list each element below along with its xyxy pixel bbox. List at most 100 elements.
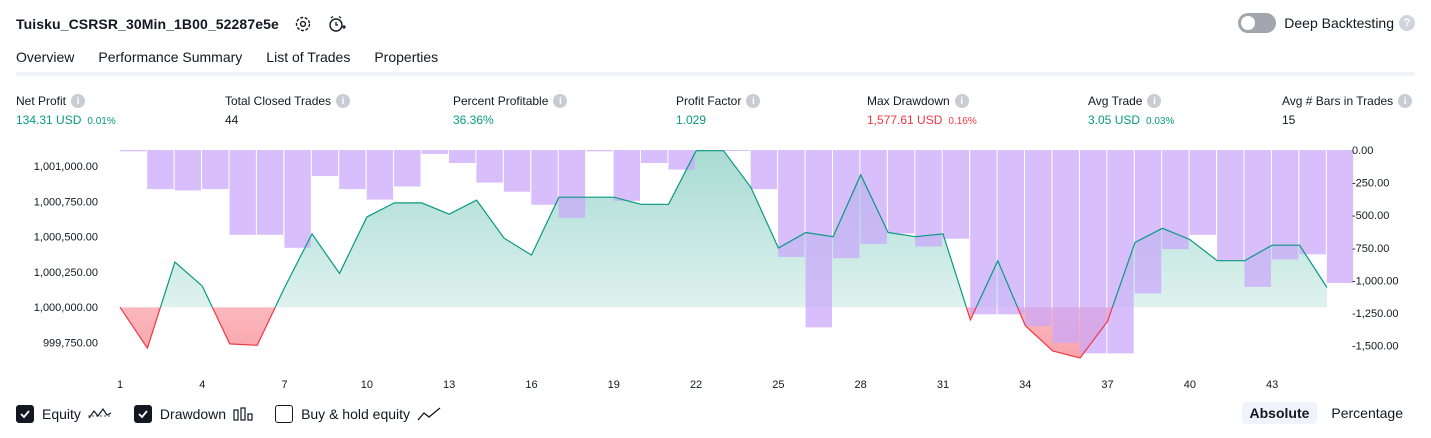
drawdown-bar (668, 150, 695, 170)
left-axis-tick: 1,000,000.00 (34, 302, 98, 314)
metric-value: 134.31 USD (16, 113, 82, 127)
help-icon[interactable]: ? (1399, 15, 1415, 31)
info-icon[interactable]: i (71, 94, 86, 108)
metric-total-closed-trades: Total Closed Trades i 44 (225, 93, 351, 127)
drawdown-bar (119, 150, 147, 152)
mode-percentage-button[interactable]: Percentage (1331, 405, 1403, 421)
equity-checkbox[interactable] (16, 405, 34, 423)
metric-value: 1.029 (676, 113, 707, 127)
info-icon[interactable]: i (746, 94, 761, 108)
strategy-title: Tuisku_CSRSR_30Min_1B00_52287e5e (16, 16, 279, 32)
x-axis-tick: 34 (1019, 379, 1031, 391)
tab-divider (16, 72, 1415, 76)
chart-mode-switch: Absolute Percentage (1236, 402, 1412, 424)
drawdown-bar (558, 150, 586, 218)
x-axis-tick: 40 (1184, 379, 1196, 391)
metric-percent: 0.16% (948, 116, 977, 127)
info-icon[interactable]: i (336, 94, 351, 108)
x-axis-tick: 19 (608, 379, 620, 391)
metric-percent: 0.01% (87, 116, 116, 127)
drawdown-bar (1107, 150, 1134, 354)
left-axis-tick: 999,750.00 (43, 337, 98, 349)
drawdown-bars-icon (233, 406, 253, 422)
drawdown-bar (449, 150, 476, 163)
drawdown-bar (1189, 150, 1216, 235)
x-axis-tick: 28 (855, 379, 867, 391)
drawdown-bar (1244, 150, 1271, 287)
drawdown-bar (202, 150, 229, 190)
info-icon[interactable]: i (1398, 94, 1413, 108)
drawdown-bar (394, 150, 421, 187)
drawdown-bar (613, 150, 640, 201)
equity-area-profit (120, 150, 1327, 308)
drawdown-bar (229, 150, 256, 235)
left-axis-tick: 1,000,500.00 (34, 232, 98, 244)
drawdown-bar (1079, 150, 1107, 354)
drawdown-bar (311, 150, 339, 177)
tab-properties[interactable]: Properties (374, 49, 439, 65)
metric-label: Avg Trade (1088, 94, 1143, 108)
deep-backtesting-toggle[interactable] (1238, 13, 1277, 33)
metric-net-profit: Net Profit i 134.31 USD 0.01% (16, 93, 116, 127)
drawdown-bar (915, 150, 942, 247)
equity-drawdown-chart[interactable]: 1,001,000.00 1,000,750.00 1,000,500.00 1,00… (0, 140, 1431, 395)
legend-drawdown-label: Drawdown (159, 406, 227, 422)
legend-equity[interactable]: Equity (16, 405, 112, 423)
metric-label: Avg # Bars in Trades (1282, 94, 1394, 108)
x-axis-tick: 7 (282, 379, 288, 391)
left-axis-tick: 1,000,750.00 (34, 196, 98, 208)
metric-value: 3.05 USD (1088, 113, 1141, 127)
drawdown-bar (1134, 150, 1162, 294)
drawdown-bar (805, 150, 832, 328)
info-icon[interactable]: i (954, 94, 969, 108)
equity-line-icon (87, 406, 112, 422)
x-axis-tick: 1 (117, 379, 123, 391)
deep-backtesting-label: Deep Backtesting (1284, 15, 1394, 31)
metric-value: 44 (225, 113, 239, 127)
tab-list-of-trades[interactable]: List of Trades (266, 49, 351, 65)
metric-profit-factor: Profit Factor i 1.029 (676, 93, 761, 127)
right-axis-tick: -1,250.00 (1352, 308, 1398, 320)
drawdown-bar (641, 150, 668, 163)
drawdown-bar (1025, 150, 1052, 327)
metric-avg-bars-in-trades: Avg # Bars in Trades i 15 (1282, 93, 1413, 127)
buy-hold-checkbox[interactable] (275, 405, 294, 423)
metric-label: Max Drawdown (867, 94, 950, 108)
metric-value: 15 (1282, 113, 1296, 127)
drawdown-bar (421, 150, 448, 154)
drawdown-bar (147, 150, 174, 190)
drawdown-bar (1271, 150, 1299, 260)
info-icon[interactable]: i (1147, 94, 1162, 108)
metric-percent: 0.03% (1146, 116, 1175, 127)
settings-gear-icon[interactable] (293, 14, 313, 34)
metric-percent-profitable: Percent Profitable i 36.36% (453, 93, 568, 127)
legend-drawdown[interactable]: Drawdown (133, 405, 253, 423)
drawdown-bar (860, 150, 887, 244)
info-icon[interactable]: i (553, 94, 568, 108)
metric-avg-trade: Avg Trade i 3.05 USD 0.03% (1088, 93, 1174, 127)
drawdown-bar (174, 150, 201, 191)
add-alert-clock-icon[interactable] (327, 14, 347, 34)
drawdown-bar (531, 150, 558, 205)
drawdown-bar (586, 150, 613, 152)
right-axis-tick: -750.00 (1352, 243, 1389, 255)
drawdown-bar (942, 150, 970, 239)
right-axis-tick: -1,000.00 (1352, 275, 1398, 287)
drawdown-checkbox[interactable] (133, 405, 152, 423)
drawdown-bar (366, 150, 394, 200)
metrics-row: Net Profit i 134.31 USD 0.01% Total Closed… (16, 93, 1415, 133)
drawdown-bar (339, 150, 366, 190)
legend-buy-hold-label: Buy & hold equity (301, 406, 411, 422)
buy-hold-line-icon (417, 406, 441, 422)
metric-label: Net Profit (16, 94, 67, 108)
drawdown-bar (997, 150, 1024, 315)
x-axis-tick: 10 (361, 379, 373, 391)
strategy-header: Tuisku_CSRSR_30Min_1B00_52287e5e (16, 12, 347, 36)
mode-absolute-button[interactable]: Absolute (1241, 402, 1318, 424)
legend-buy-hold[interactable]: Buy & hold equity (275, 405, 441, 423)
x-axis-tick: 16 (525, 379, 537, 391)
tab-performance-summary[interactable]: Performance Summary (98, 49, 243, 65)
chart-legend: Equity Drawdown Buy & hold equity (16, 404, 463, 424)
metric-max-drawdown: Max Drawdown i 1,577.61 USD 0.16% (867, 93, 977, 127)
equity-line-profit (119, 150, 1328, 308)
